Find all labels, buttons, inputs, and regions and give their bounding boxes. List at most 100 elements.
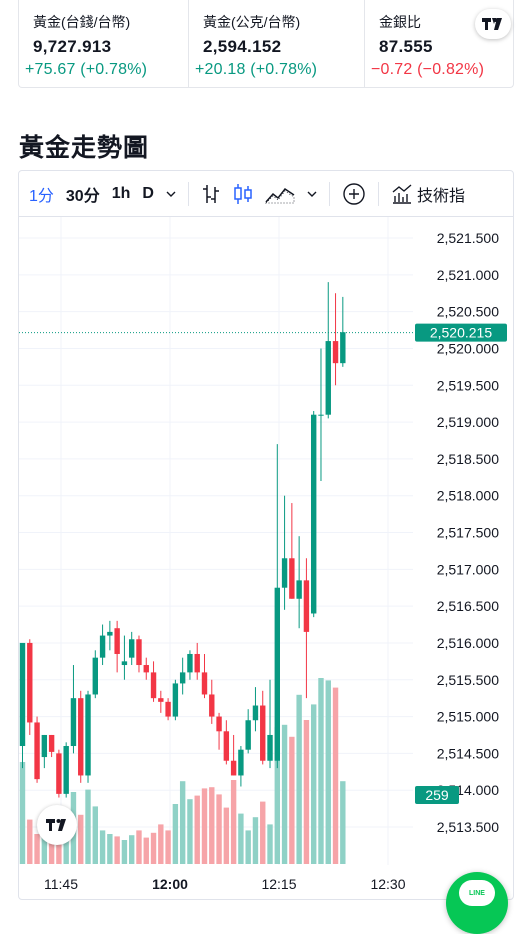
candle-style-icon[interactable] <box>227 171 259 217</box>
candle-body <box>201 672 208 695</box>
candle-body <box>332 341 339 364</box>
volume-bar <box>158 824 164 864</box>
interval-30m[interactable]: 30分 <box>65 187 100 205</box>
volume-bar <box>209 787 215 864</box>
candle-body <box>48 734 55 752</box>
candle-body <box>260 705 266 761</box>
y-axis-tick-label: 2,516.000 <box>437 635 499 651</box>
section-title: 黃金走勢圖 <box>19 134 150 162</box>
tradingview-watermark-icon[interactable] <box>37 805 77 845</box>
volume-bar <box>27 819 33 864</box>
chart-widget: 1分 30分 1h D 技術指 2,521. <box>18 170 514 900</box>
candle-body <box>194 653 200 673</box>
volume-bar <box>194 795 200 864</box>
candle-body <box>107 631 113 636</box>
volume-bar <box>223 807 230 864</box>
quote-card-gold-tael[interactable]: 黃金(台錢/台幣) 9,727.913 +75.67 (+0.78%) <box>19 0 189 87</box>
volume-bar <box>107 834 113 864</box>
y-axis-tick-label: 2,514.500 <box>437 745 499 761</box>
volume-bar <box>281 724 288 864</box>
candle-body <box>303 580 310 632</box>
quote-label: 黃金(公克/台幣) <box>203 14 301 30</box>
candle-body <box>114 628 120 654</box>
area-style-icon[interactable] <box>259 171 301 217</box>
volume-bar <box>136 830 142 864</box>
candle-body <box>281 558 288 588</box>
candle-body <box>289 558 295 599</box>
add-compare-icon[interactable] <box>336 171 372 217</box>
volume-bar <box>165 830 171 864</box>
quote-card-gold-silver-ratio[interactable]: 金銀比 87.555 −0.72 (−0.82%) <box>365 0 513 87</box>
tradingview-logo-icon[interactable] <box>475 9 511 39</box>
volume-bar <box>289 736 295 864</box>
candle-body <box>34 722 40 780</box>
volume-bar <box>187 799 193 864</box>
candle-body <box>136 639 142 666</box>
candle-body <box>165 701 171 717</box>
y-axis-tick-label: 2,518.500 <box>437 451 499 467</box>
y-axis-tick-label: 2,520.500 <box>437 304 499 320</box>
volume-bar <box>172 804 179 864</box>
candle-body <box>158 698 164 702</box>
interval-chevron-down-icon[interactable] <box>160 171 182 217</box>
candle-body <box>27 642 33 723</box>
volume-bar <box>303 720 310 864</box>
last-price-label: 2,520.215 <box>430 325 492 341</box>
candle-body <box>41 734 48 758</box>
volume-bar <box>19 762 26 864</box>
candle-body <box>223 731 230 761</box>
candle-body <box>296 580 302 599</box>
y-axis-tick-label: 2,513.500 <box>437 819 499 835</box>
candle-body <box>63 746 69 794</box>
y-axis-tick-label: 2,521.500 <box>437 230 499 246</box>
volume-bar <box>99 830 106 864</box>
quote-label: 金銀比 <box>379 14 421 30</box>
chart-toolbar: 1分 30分 1h D 技術指 <box>19 171 513 217</box>
quote-label: 黃金(台錢/台幣) <box>33 14 131 30</box>
volume-bar <box>267 824 273 864</box>
volume-bar <box>114 836 120 864</box>
volume-bar <box>201 788 208 864</box>
candle-body <box>78 698 84 776</box>
volume-bar <box>150 832 157 864</box>
volume-bar <box>48 840 55 864</box>
indicators-button[interactable]: 技術指 <box>385 171 471 217</box>
price-chart[interactable]: 2,521.500 2,521.000 2,520.500 2,520.000 2,51… <box>19 217 514 900</box>
candle-body <box>252 705 259 721</box>
volume-bar <box>318 678 324 864</box>
volume-bar <box>230 780 237 864</box>
style-chevron-down-icon[interactable] <box>301 171 323 217</box>
candle-body <box>267 734 273 761</box>
indicators-label: 技術指 <box>416 187 465 205</box>
line-logo-icon: LINE <box>459 880 495 906</box>
volume-bar <box>129 835 135 864</box>
volume-bar <box>92 806 98 864</box>
candle-body <box>245 720 251 750</box>
volume-bar <box>216 794 222 864</box>
quote-value: 2,594.152 <box>203 37 282 56</box>
interval-1h[interactable]: 1h <box>111 184 131 202</box>
x-axis-tick-label: 11:45 <box>44 876 78 892</box>
y-axis-tick-label: 2,517.000 <box>437 561 499 577</box>
quote-change: +75.67 (+0.78%) <box>25 61 148 78</box>
candle-body <box>92 657 98 695</box>
y-axis-tick-label: 2,519.000 <box>437 414 499 430</box>
bar-style-icon[interactable] <box>195 171 227 217</box>
y-axis-tick-label: 2,519.500 <box>437 377 499 393</box>
x-axis-tick-label: 12:00 <box>152 876 188 892</box>
interval-1m[interactable]: 1分 <box>29 187 54 205</box>
candle-body <box>187 653 193 673</box>
y-axis-tick-label: 2,517.500 <box>437 525 499 541</box>
quote-card-gold-gram[interactable]: 黃金(公克/台幣) 2,594.152 +20.18 (+0.78%) <box>189 0 365 87</box>
interval-1d[interactable]: D <box>142 184 154 202</box>
candle-body <box>56 753 62 794</box>
toolbar-divider <box>377 181 379 206</box>
quote-cards: 黃金(台錢/台幣) 9,727.913 +75.67 (+0.78%) 黃金(公… <box>18 0 514 88</box>
last-price-badge <box>415 323 507 342</box>
x-axis-tick-label: 12:30 <box>370 876 405 892</box>
volume-bar <box>34 834 40 864</box>
candle-body <box>121 661 128 666</box>
candle-body <box>340 332 346 364</box>
volume-bar <box>260 801 266 864</box>
line-share-button[interactable]: LINE <box>446 872 508 934</box>
